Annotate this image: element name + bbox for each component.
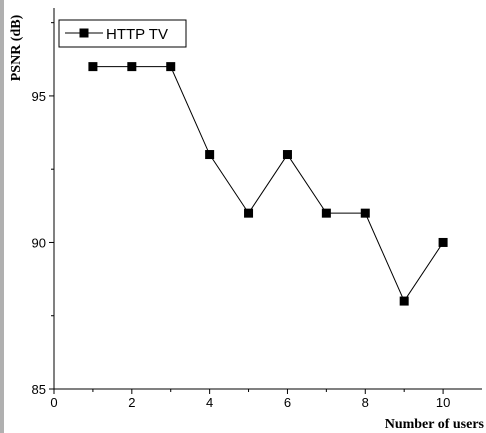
data-point-marker [166,62,176,72]
series-line [92,66,444,303]
data-point-marker [205,150,215,160]
data-point-marker [282,150,292,160]
data-point-marker [399,296,409,306]
data-point-marker [360,208,370,218]
x-tick-label: 2 [128,395,135,410]
plot-frame [53,8,482,390]
left-edge-bar [0,0,4,433]
x-tick-label: 0 [50,395,57,410]
legend-square-marker [79,28,89,38]
y-axis-ticks: 85 90 95 [32,22,54,397]
x-tick-label: 4 [206,395,213,410]
data-point-marker [244,208,254,218]
series-group [88,62,448,306]
data-point-marker [88,62,98,72]
data-point-marker [321,208,331,218]
x-axis-title: Number of users [385,417,485,432]
y-tick-label: 90 [32,235,46,250]
x-tick-label: 8 [362,395,369,410]
data-point-marker [127,62,137,72]
legend-label: HTTP TV [106,26,168,43]
y-tick-label: 85 [32,382,46,397]
y-tick-label: 95 [32,89,46,104]
legend: HTTP TV [58,19,187,48]
data-point-marker [438,237,448,247]
x-tick-label: 6 [284,395,291,410]
x-tick-label: 10 [436,395,450,410]
x-axis-ticks: 0 2 4 6 8 10 [50,389,450,410]
y-axis-title: PSNR (dB) [9,14,24,81]
